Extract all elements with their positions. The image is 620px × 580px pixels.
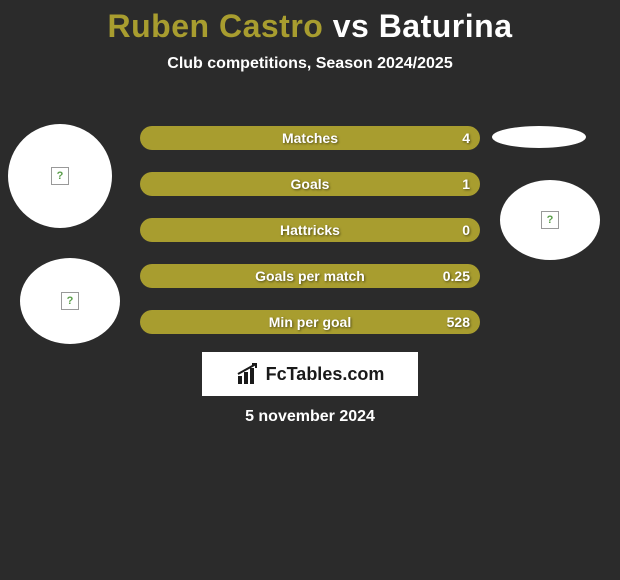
ellipse-right-top xyxy=(492,126,586,148)
stat-row-gpm: Goals per match 0.25 xyxy=(140,264,480,288)
vs-text: vs xyxy=(333,8,370,44)
stat-row-mpg: Min per goal 528 xyxy=(140,310,480,334)
stat-row-hattricks: Hattricks 0 xyxy=(140,218,480,242)
avatar-left-bottom: ? xyxy=(20,258,120,344)
stat-value: 0.25 xyxy=(443,268,470,284)
comparison-title: Ruben Castro vs Baturina xyxy=(0,0,620,45)
image-placeholder-icon: ? xyxy=(61,292,79,310)
date-text: 5 november 2024 xyxy=(0,408,620,426)
stat-label: Matches xyxy=(282,130,338,146)
stats-container: Matches 4 Goals 1 Hattricks 0 Goals per … xyxy=(140,126,480,356)
image-placeholder-icon: ? xyxy=(541,211,559,229)
stat-value: 0 xyxy=(462,222,470,238)
stat-row-goals: Goals 1 xyxy=(140,172,480,196)
stat-label: Hattricks xyxy=(280,222,340,238)
stat-value: 1 xyxy=(462,176,470,192)
chart-icon xyxy=(236,362,260,386)
stat-value: 4 xyxy=(462,130,470,146)
stat-label: Goals per match xyxy=(255,268,365,284)
logo-text: FcTables.com xyxy=(266,364,385,385)
stat-label: Min per goal xyxy=(269,314,351,330)
stat-label: Goals xyxy=(291,176,330,192)
stat-row-matches: Matches 4 xyxy=(140,126,480,150)
image-placeholder-icon: ? xyxy=(51,167,69,185)
stat-value: 528 xyxy=(447,314,470,330)
player2-name: Baturina xyxy=(379,8,513,44)
player1-name: Ruben Castro xyxy=(108,8,324,44)
avatar-left-top: ? xyxy=(8,124,112,228)
subtitle: Club competitions, Season 2024/2025 xyxy=(0,55,620,73)
avatar-right-mid: ? xyxy=(500,180,600,260)
fctables-logo[interactable]: FcTables.com xyxy=(202,352,418,396)
